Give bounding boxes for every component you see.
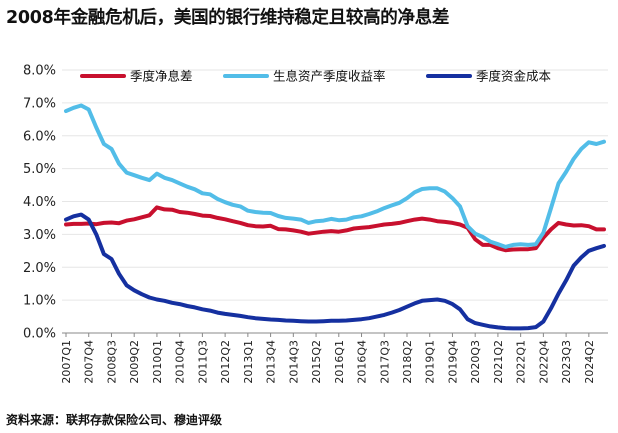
x-tick-label: 2013Q1 xyxy=(242,340,255,384)
x-tick-label: 2020Q3 xyxy=(469,340,482,384)
x-tick-label: 2007Q4 xyxy=(83,340,96,384)
x-tick-label: 2012Q2 xyxy=(219,340,232,384)
series-line-3 xyxy=(64,212,606,331)
x-tick-label: 2016Q1 xyxy=(333,340,346,384)
x-tick-label: 2014Q3 xyxy=(287,340,300,384)
x-tick-label: 2015Q2 xyxy=(310,340,323,384)
x-tick-label: 2023Q3 xyxy=(560,340,573,384)
x-tick-label: 2017Q3 xyxy=(378,340,391,384)
y-tick-label: 1.0% xyxy=(23,294,56,309)
x-tick-label: 2009Q2 xyxy=(128,340,141,384)
x-tick-label: 2024Q2 xyxy=(583,340,596,384)
y-gridlines xyxy=(62,69,608,334)
x-tick-label: 2019Q4 xyxy=(446,340,459,384)
y-tick-label: 7.0% xyxy=(23,96,56,111)
series-line-1 xyxy=(64,205,606,253)
x-tick-label: 2011Q3 xyxy=(196,340,209,384)
series-lines xyxy=(64,103,606,331)
y-tick-label: 6.0% xyxy=(23,129,56,144)
chart-title: 2008年金融危机后，美国的银行维持稳定且较高的净息差 xyxy=(6,8,450,28)
legend-label-1: 季度净息差 xyxy=(130,69,193,84)
x-tick-label: 2013Q4 xyxy=(265,340,278,384)
x-tick-label: 2018Q2 xyxy=(401,340,414,384)
x-axis-ticks: 2007Q1 2007Q4 2008Q3 2009Q2 2010Q1 2010Q4 2011… xyxy=(60,333,596,384)
x-tick-label: 2008Q3 xyxy=(105,340,118,384)
series-line-2 xyxy=(64,103,606,249)
x-tick-label: 2010Q4 xyxy=(174,340,187,384)
x-tick-label: 2021Q2 xyxy=(492,340,505,384)
x-tick-label: 2022Q4 xyxy=(537,340,550,384)
legend-label-3: 季度资金成本 xyxy=(476,69,552,84)
y-tick-label: 8.0% xyxy=(23,64,56,79)
x-tick-label: 2007Q1 xyxy=(60,340,73,384)
chart-source: 资料来源：联邦存款保险公司、穆迪评级 xyxy=(6,413,223,427)
legend-label-2: 生息资产季度收益率 xyxy=(273,69,386,84)
x-tick-label: 2022Q1 xyxy=(515,340,528,384)
y-tick-label: 3.0% xyxy=(23,228,56,243)
y-tick-label: 5.0% xyxy=(23,162,56,177)
y-tick-label: 4.0% xyxy=(23,195,56,210)
x-tick-label: 2010Q1 xyxy=(151,340,164,384)
y-axis-ticks: 0.0% 1.0% 2.0% 3.0% 4.0% 5.0% 6.0% 7.0% 8.0% xyxy=(23,64,56,342)
x-tick-label: 2019Q1 xyxy=(424,340,437,384)
y-tick-label: 0.0% xyxy=(23,327,56,342)
x-tick-label: 2016Q4 xyxy=(356,340,369,384)
y-tick-label: 2.0% xyxy=(23,261,56,276)
legend: 季度净息差 生息资产季度收益率 季度资金成本 xyxy=(80,69,552,84)
